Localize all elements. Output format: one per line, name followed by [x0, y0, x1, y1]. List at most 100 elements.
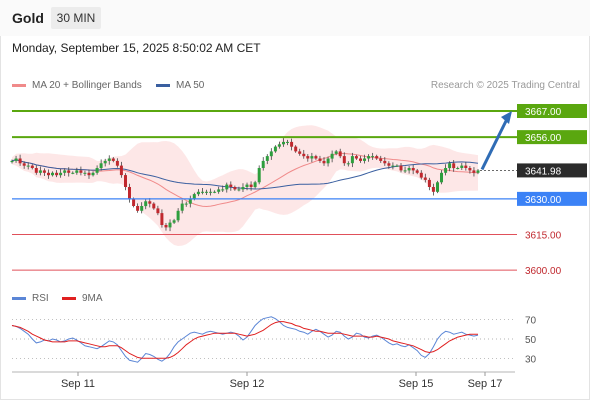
candle-body	[42, 170, 46, 173]
rsi-tick-70: 70	[525, 316, 537, 327]
candle-body	[326, 158, 330, 164]
candle-body	[407, 168, 411, 171]
candle-body	[22, 163, 26, 166]
candle-body	[273, 146, 277, 152]
candle-body	[148, 201, 152, 204]
legend-rsi: RSI	[12, 293, 49, 304]
candle-body	[314, 156, 318, 159]
x-tick-label-1: Sep 12	[230, 378, 265, 390]
candle-body	[411, 168, 415, 171]
timeframe-badge[interactable]: 30 MIN	[51, 7, 101, 29]
candle-body	[87, 172, 91, 176]
candle-body	[249, 184, 253, 187]
candle-body	[26, 165, 30, 167]
level-tag-3630.00	[517, 191, 587, 206]
candle-body	[383, 160, 387, 164]
level-label-3600.00: 3600.00	[525, 266, 562, 277]
forecast-arrow-head	[501, 111, 512, 124]
forecast-arrow-shaft	[480, 118, 509, 171]
candle-body	[83, 172, 87, 174]
rsi-tick-50: 50	[525, 335, 537, 346]
candle-body	[119, 165, 123, 176]
candle-body	[10, 160, 14, 163]
candle-body	[427, 179, 431, 187]
candles	[10, 138, 480, 232]
research-credit: Research © 2025 Trading Central	[430, 80, 580, 91]
candle-body	[38, 170, 42, 173]
candle-body	[47, 172, 50, 176]
candle-body	[196, 191, 200, 195]
candle-body	[172, 220, 176, 223]
candle-body	[63, 170, 67, 173]
x-tick-label-3: Sep 17	[468, 378, 503, 390]
candle-body	[359, 158, 362, 161]
legend-9ma-swatch	[62, 296, 76, 300]
candle-body	[95, 168, 99, 173]
candle-body	[168, 222, 172, 228]
candle-body	[391, 165, 395, 167]
candle-body	[310, 156, 314, 159]
legend-rsi-swatch	[12, 296, 26, 300]
candle-body	[302, 153, 306, 157]
candle-body	[103, 160, 107, 164]
candle-body	[71, 172, 75, 174]
candle-body	[91, 172, 95, 176]
candle-body	[128, 187, 131, 199]
candle-body	[209, 191, 213, 193]
candle-body	[221, 189, 225, 191]
candle-body	[431, 187, 435, 192]
candle-body	[464, 165, 468, 168]
candle-body	[269, 151, 273, 157]
candle-body	[184, 203, 188, 205]
candle-body	[99, 163, 103, 169]
candle-body	[415, 170, 419, 173]
candle-body	[217, 189, 221, 192]
candle-body	[213, 191, 217, 193]
candle-body	[115, 160, 119, 166]
candle-body	[277, 144, 281, 147]
candle-body	[375, 156, 379, 159]
x-tick-label-0: Sep 11	[61, 378, 95, 390]
candle-body	[67, 170, 71, 173]
candle-body	[18, 158, 22, 164]
level-label-3667.00: 3667.00	[525, 107, 562, 118]
candle-body	[294, 146, 298, 152]
candle-body	[371, 156, 375, 158]
rsi-tick-30: 30	[525, 354, 537, 365]
current-price-tag	[517, 163, 587, 178]
candle-body	[30, 165, 34, 168]
candle-body	[342, 156, 346, 164]
level-tag-3656.00	[517, 130, 587, 145]
candle-body	[201, 191, 204, 193]
candle-body	[440, 172, 443, 183]
candle-body	[387, 163, 391, 166]
candle-body	[468, 168, 472, 171]
level-tag-3667.00	[517, 104, 587, 118]
level-label-3656.00: 3656.00	[525, 133, 562, 144]
candle-body	[257, 168, 261, 183]
candle-body	[75, 170, 79, 173]
bollinger-band	[12, 125, 478, 246]
candle-body	[156, 208, 160, 214]
candle-body	[460, 165, 464, 168]
candle-body	[164, 225, 168, 228]
candle-body	[472, 170, 476, 173]
candle-body	[79, 170, 83, 173]
candle-body	[140, 206, 144, 211]
candle-body	[399, 165, 403, 171]
candle-body	[192, 194, 196, 199]
candle-body	[253, 182, 257, 188]
candle-body	[188, 198, 192, 204]
candle-body	[124, 175, 127, 187]
candle-body	[318, 158, 322, 161]
candle-body	[136, 206, 140, 211]
candle-body	[241, 187, 245, 190]
candle-body	[346, 163, 350, 165]
candle-body	[330, 153, 334, 159]
legend-9ma-label: 9MA	[82, 293, 103, 304]
x-tick-label-2: Sep 15	[399, 378, 434, 390]
rsi-line	[11, 316, 479, 363]
candle-body	[423, 177, 427, 180]
candle-body	[176, 210, 180, 221]
level-label-3630.00: 3630.00	[525, 195, 562, 206]
